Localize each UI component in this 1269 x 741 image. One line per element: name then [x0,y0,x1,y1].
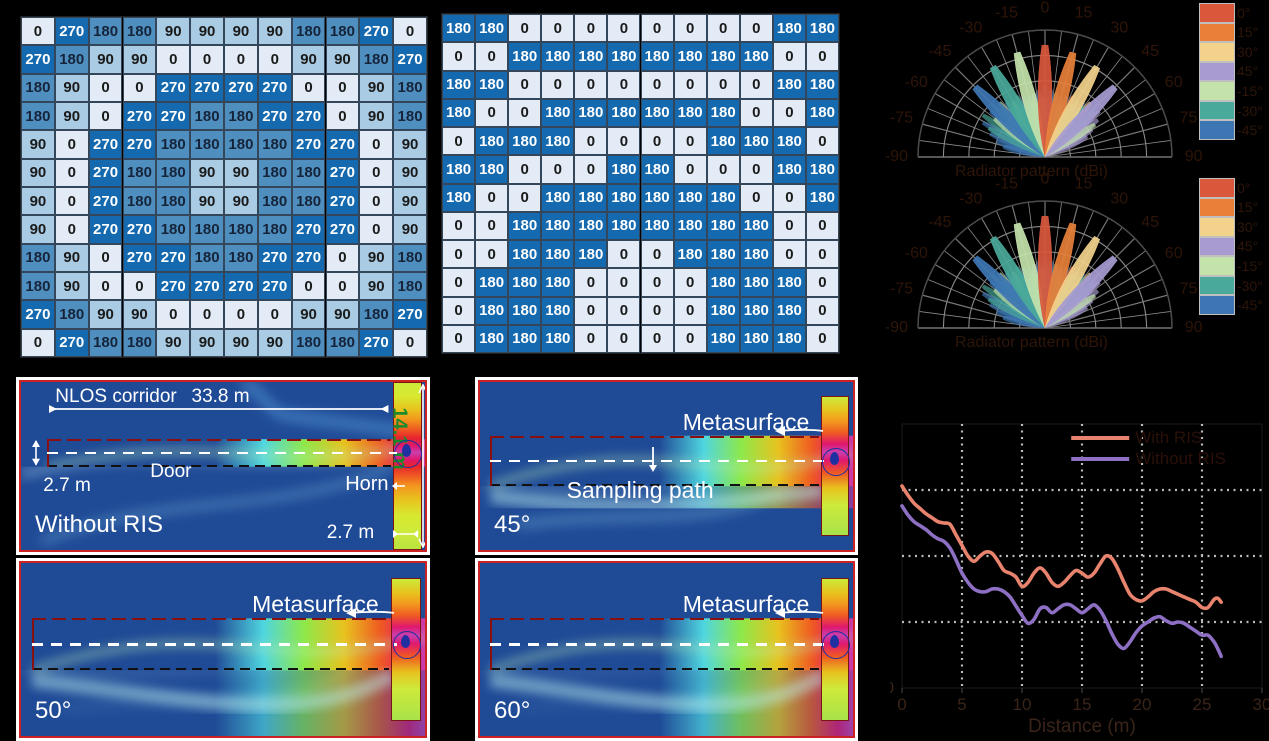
svg-text:25: 25 [1193,695,1212,714]
svg-text:0: 0 [1041,171,1050,188]
svg-text:10: 10 [1013,695,1032,714]
svg-text:-15: -15 [995,176,1018,193]
svg-text:Without RIS: Without RIS [1135,449,1226,468]
svg-text:Distance (m): Distance (m) [1028,716,1136,737]
svg-text:-30: -30 [959,191,982,208]
svg-text:45: 45 [1141,214,1159,231]
svg-text:15: 15 [1073,695,1092,714]
svg-text:-45: -45 [928,214,951,231]
svg-text:-60: -60 [905,245,928,262]
svg-text:-75: -75 [890,281,913,298]
svg-text:15: 15 [1075,176,1093,193]
svg-text:-90: -90 [885,319,908,336]
svg-text:5: 5 [957,695,966,714]
svg-text:90: 90 [1185,319,1203,336]
svg-text:0: 0 [897,695,906,714]
svg-text:60: 60 [1165,245,1183,262]
svg-text:75: 75 [1180,281,1198,298]
svg-text:30: 30 [1110,191,1128,208]
svg-text:0: 0 [890,680,894,697]
svg-text:20: 20 [1133,695,1152,714]
svg-text:With RIS: With RIS [1135,428,1202,447]
svg-text:30: 30 [1253,695,1269,714]
